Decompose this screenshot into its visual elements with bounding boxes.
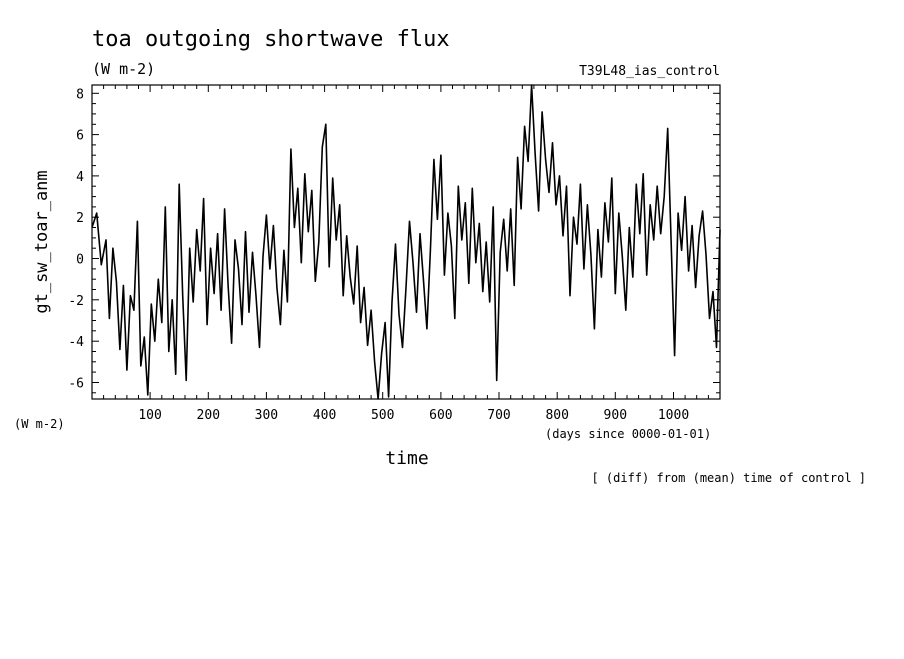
y-tick-label: -6: [68, 377, 84, 392]
y-tick-label: 6: [76, 129, 84, 144]
y-tick-label: 2: [76, 211, 84, 226]
y-tick-label: -4: [68, 335, 84, 350]
x-tick-label: 400: [313, 408, 336, 423]
chart-title: toa outgoing shortwave flux: [92, 27, 450, 52]
x-tick-label: 900: [604, 408, 627, 423]
x-units-label: (days since 0000-01-01): [545, 427, 711, 441]
experiment-label: T39L48_ias_control: [579, 64, 720, 79]
y-tick-label: 4: [76, 170, 84, 185]
x-tick-label: 200: [197, 408, 220, 423]
x-tick-label: 1000: [658, 408, 689, 423]
x-tick-label: 100: [138, 408, 161, 423]
x-axis: 100 200 300 400 500 600 700 800 900 1000: [103, 85, 709, 423]
x-tick-label: 600: [429, 408, 452, 423]
y-axis-label: gt_sw_toar_anm: [32, 170, 52, 313]
y-tick-label: 8: [76, 87, 84, 102]
x-tick-label: 500: [371, 408, 394, 423]
y-units-label: (W m-2): [14, 417, 65, 431]
y-tick-label: 0: [76, 253, 84, 268]
x-tick-label: 800: [545, 408, 568, 423]
x-tick-label: 300: [255, 408, 278, 423]
y-axis: 8 6 4 2 0 -2 -4 -6: [68, 87, 720, 394]
y-tick-label: -2: [68, 294, 84, 309]
title-units: (W m-2): [92, 60, 155, 78]
series-line: [91, 84, 721, 400]
x-tick-label: 700: [487, 408, 510, 423]
x-axis-label: time: [385, 448, 428, 469]
comparison-note: [ (diff) from (mean) time of control ]: [591, 471, 866, 485]
